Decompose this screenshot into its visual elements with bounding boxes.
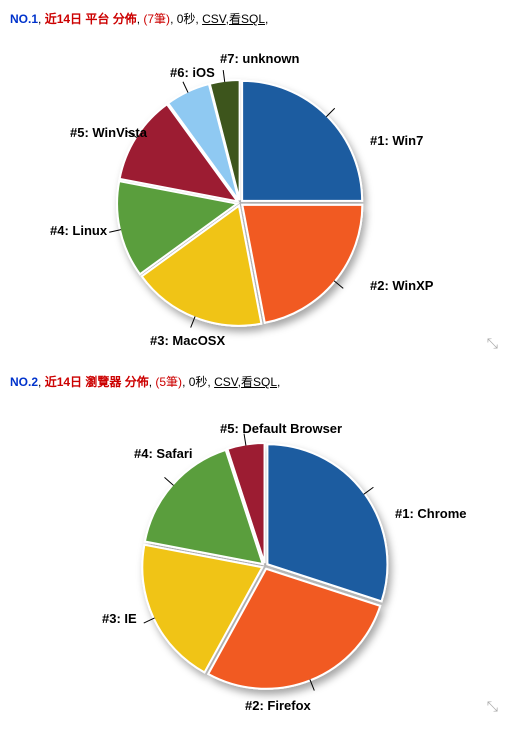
slice-label: #3: MacOSX (150, 333, 225, 348)
chart-block-1: NO.2, 近14日 瀏覽器 分佈, (5筆), 0秒, CSV,看SQL, #1… (10, 373, 504, 716)
slice-label: #1: Chrome (395, 506, 467, 521)
pie-slice-win7[interactable] (242, 81, 362, 201)
chart-count: (5筆) (155, 375, 182, 389)
slice-label: #4: Safari (134, 446, 193, 461)
slice-label: #7: unknown (220, 51, 299, 66)
chart-title: 近14日 瀏覽器 分佈 (45, 375, 149, 389)
chart-area: #1: Win7 #2: WinXP #3: MacOSX #4: Linux #5: … (10, 33, 504, 353)
slice-label: #5: WinVista (70, 125, 147, 140)
slice-label: #2: WinXP (370, 278, 433, 293)
pie-chart-svg (10, 33, 504, 353)
chart-header: NO.1, 近14日 平台 分佈, (7筆), 0秒, CSV,看SQL, (10, 10, 504, 27)
chart-time: 0秒 (177, 12, 196, 26)
csv-link[interactable]: CSV (202, 12, 226, 26)
chart-no: NO.2 (10, 375, 38, 389)
sql-link[interactable]: 看SQL (229, 12, 265, 26)
slice-label: #3: IE (102, 611, 137, 626)
chart-time: 0秒 (189, 375, 208, 389)
slice-label: #5: Default Browser (220, 421, 342, 436)
pie-chart-svg (10, 396, 504, 716)
slice-label: #6: iOS (170, 65, 215, 80)
sql-link[interactable]: 看SQL (241, 375, 277, 389)
csv-link[interactable]: CSV (214, 375, 238, 389)
chart-area: #1: Chrome#2: Firefox#3: IE#4: Safari#5:… (10, 396, 504, 716)
chart-header: NO.2, 近14日 瀏覽器 分佈, (5筆), 0秒, CSV,看SQL, (10, 373, 504, 390)
chart-count: (7筆) (143, 12, 170, 26)
chart-no: NO.1 (10, 12, 38, 26)
slice-label: #1: Win7 (370, 133, 423, 148)
chart-block-0: NO.1, 近14日 平台 分佈, (7筆), 0秒, CSV,看SQL, #1:… (10, 10, 504, 353)
slice-label: #4: Linux (50, 223, 107, 238)
chart-title: 近14日 平台 分佈 (45, 12, 137, 26)
pie-slice-winxp[interactable] (242, 205, 362, 323)
